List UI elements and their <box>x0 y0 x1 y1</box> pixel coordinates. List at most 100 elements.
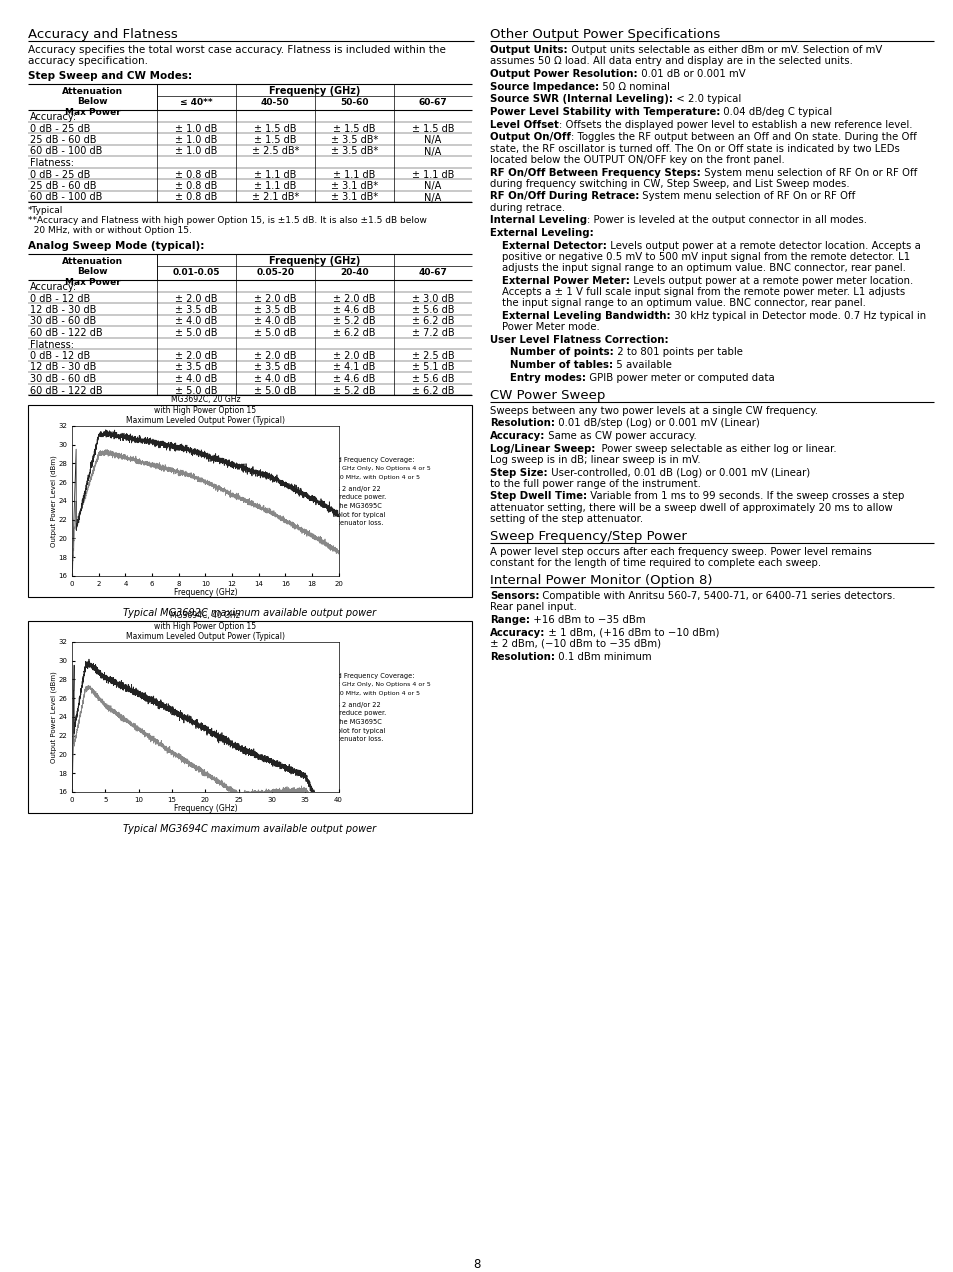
Text: further reduce power.: further reduce power. <box>314 495 386 500</box>
Text: attenuator setting, there will be a sweep dwell of approximately 20 ms to allow: attenuator setting, there will be a swee… <box>490 502 892 513</box>
Text: 0.04 dB/deg C typical: 0.04 dB/deg C typical <box>720 107 832 117</box>
Text: ± 3.5 dB*: ± 3.5 dB* <box>331 135 377 145</box>
Text: ± 5.6 dB: ± 5.6 dB <box>412 305 454 315</box>
Text: Output On/Off: Output On/Off <box>490 132 570 142</box>
Text: ± 6.2 dB: ± 6.2 dB <box>333 328 375 338</box>
Text: 2 to 801 points per table: 2 to 801 points per table <box>613 347 741 357</box>
Text: Resolution:: Resolution: <box>490 418 555 429</box>
Text: ± 5.0 dB: ± 5.0 dB <box>174 328 217 338</box>
Text: Frequency (GHz): Frequency (GHz) <box>269 256 359 266</box>
Text: +16 dBm to −35 dBm: +16 dBm to −35 dBm <box>530 614 645 625</box>
Text: 0 dB - 12 dB: 0 dB - 12 dB <box>30 351 91 361</box>
Text: User Level Flatness Correction:: User Level Flatness Correction: <box>490 335 668 345</box>
Text: Frequency (GHz): Frequency (GHz) <box>269 86 359 95</box>
Bar <box>28 404 472 597</box>
Text: ± 1.5 dB: ± 1.5 dB <box>253 135 296 145</box>
Text: < 2.0 typical: < 2.0 typical <box>672 94 740 104</box>
Text: 0.01 dB/step (Log) or 0.001 mV (Linear): 0.01 dB/step (Log) or 0.001 mV (Linear) <box>555 418 760 429</box>
Text: 40-50: 40-50 <box>261 98 290 107</box>
Text: ± 0.8 dB: ± 0.8 dB <box>175 192 217 202</box>
Text: ± 5.6 dB: ± 5.6 dB <box>412 374 454 384</box>
Text: ± 5.0 dB: ± 5.0 dB <box>253 328 296 338</box>
Text: ± 4.1 dB: ± 4.1 dB <box>333 363 375 373</box>
Text: Accepts a ± 1 V full scale input signal from the remote power meter. L1 adjusts: Accepts a ± 1 V full scale input signal … <box>501 287 904 296</box>
Text: Accuracy:: Accuracy: <box>30 112 77 122</box>
Text: Internal Leveling: Internal Leveling <box>490 215 586 225</box>
Text: Source SWR (Internal Leveling):: Source SWR (Internal Leveling): <box>490 94 672 104</box>
Text: setting of the step attenuator.: setting of the step attenuator. <box>490 514 642 524</box>
Text: : Power is leveled at the output connector in all modes.: : Power is leveled at the output connect… <box>586 215 866 225</box>
Text: External Leveling Bandwidth:: External Leveling Bandwidth: <box>501 310 670 321</box>
Text: to the full power range of the instrument.: to the full power range of the instrumen… <box>490 478 700 488</box>
Text: 60-67: 60-67 <box>418 98 447 107</box>
Text: ± 5.0 dB: ± 5.0 dB <box>174 385 217 396</box>
Text: *Typical: *Typical <box>28 206 63 215</box>
Text: 40-67: 40-67 <box>418 268 447 277</box>
Text: 20 MHz, with or without Option 15.: 20 MHz, with or without Option 15. <box>28 226 192 235</box>
Text: Other Output Power Specifications: Other Output Power Specifications <box>490 28 720 41</box>
Text: ± 4.0 dB: ± 4.0 dB <box>175 374 217 384</box>
Text: further reduce power.: further reduce power. <box>314 711 386 716</box>
Text: ± 1.0 dB: ± 1.0 dB <box>175 135 217 145</box>
Text: Options 2 and/or 22: Options 2 and/or 22 <box>314 486 381 492</box>
Text: 30 dB - 60 dB: 30 dB - 60 dB <box>30 374 96 384</box>
Text: Rear panel input.: Rear panel input. <box>490 602 577 612</box>
Text: Sensors:: Sensors: <box>490 591 539 600</box>
Text: Typical MG3692C maximum available output power: Typical MG3692C maximum available output… <box>123 608 376 618</box>
Text: 50 Ω nominal: 50 Ω nominal <box>598 81 669 92</box>
Text: during frequency switching in CW, Step Sweep, and List Sweep modes.: during frequency switching in CW, Step S… <box>490 178 849 188</box>
Text: ± 7.2 dB: ± 7.2 dB <box>411 328 454 338</box>
Text: Flatness:: Flatness: <box>30 158 74 168</box>
Text: 0 dB - 25 dB: 0 dB - 25 dB <box>30 123 91 134</box>
Text: 10 MHz, with Option 4 or 5: 10 MHz, with Option 4 or 5 <box>336 691 420 696</box>
Text: ± 6.2 dB: ± 6.2 dB <box>412 317 454 327</box>
Text: ± 3.1 dB*: ± 3.1 dB* <box>331 192 377 202</box>
Text: ± 2.1 dB*: ± 2.1 dB* <box>252 192 298 202</box>
Text: power plot for typical: power plot for typical <box>314 511 385 518</box>
Text: ± 4.0 dB: ± 4.0 dB <box>175 317 217 327</box>
Text: 0.05-20: 0.05-20 <box>256 268 294 277</box>
Text: Accuracy:: Accuracy: <box>490 627 545 637</box>
Text: ± 2 dBm, (−10 dBm to −35 dBm): ± 2 dBm, (−10 dBm to −35 dBm) <box>490 639 660 649</box>
Text: System menu selection of RF On or RF Off: System menu selection of RF On or RF Off <box>639 191 855 201</box>
Text: Resolution:: Resolution: <box>490 651 555 661</box>
Text: Attenuation
Below
Max Power: Attenuation Below Max Power <box>62 257 123 286</box>
Text: Compatible with Anritsu 560-7, 5400-71, or 6400-71 series detectors.: Compatible with Anritsu 560-7, 5400-71, … <box>539 591 895 600</box>
Text: RF On/Off During Retrace:: RF On/Off During Retrace: <box>490 191 639 201</box>
Text: ± 1.5 dB: ± 1.5 dB <box>253 123 296 134</box>
Text: Power Meter mode.: Power Meter mode. <box>501 322 599 332</box>
Text: : Toggles the RF output between an Off and On state. During the Off: : Toggles the RF output between an Off a… <box>570 132 916 142</box>
Text: Typical MG3694C maximum available output power: Typical MG3694C maximum available output… <box>123 824 376 834</box>
Text: Step Sweep and CW Modes:: Step Sweep and CW Modes: <box>28 71 192 81</box>
Text: Accuracy:: Accuracy: <box>30 282 77 293</box>
Text: Output units selectable as either dBm or mV. Selection of mV: Output units selectable as either dBm or… <box>567 45 881 55</box>
Text: ± 3.0 dB: ± 3.0 dB <box>412 294 454 304</box>
Text: External Power Meter:: External Power Meter: <box>501 276 629 286</box>
Title: MG3692C, 20 GHz
with High Power Option 15
Maximum Leveled Output Power (Typical): MG3692C, 20 GHz with High Power Option 1… <box>126 396 285 425</box>
Text: 30 dB - 60 dB: 30 dB - 60 dB <box>30 317 96 327</box>
Text: ± 0.8 dB: ± 0.8 dB <box>175 169 217 179</box>
Text: ± 1.1 dB: ± 1.1 dB <box>333 169 375 179</box>
Text: ± 3.1 dB*: ± 3.1 dB* <box>331 181 377 191</box>
Text: during retrace.: during retrace. <box>490 202 564 212</box>
Text: ± 6.2 dB: ± 6.2 dB <box>412 385 454 396</box>
Text: Number of tables:: Number of tables: <box>510 360 613 370</box>
Text: 0.01 dB or 0.001 mV: 0.01 dB or 0.001 mV <box>637 69 744 79</box>
Text: RF On/Off Between Frequency Steps:: RF On/Off Between Frequency Steps: <box>490 168 700 178</box>
Text: ± 1.1 dB: ± 1.1 dB <box>412 169 454 179</box>
Text: 60 dB - 122 dB: 60 dB - 122 dB <box>30 328 103 338</box>
Text: Same as CW power accuracy.: Same as CW power accuracy. <box>545 431 697 441</box>
Text: Flatness:: Flatness: <box>30 340 74 350</box>
Text: Internal Power Monitor (Option 8): Internal Power Monitor (Option 8) <box>490 574 712 586</box>
Text: CW Power Sweep: CW Power Sweep <box>490 389 605 402</box>
Text: 30 kHz typical in Detector mode. 0.7 Hz typical in: 30 kHz typical in Detector mode. 0.7 Hz … <box>670 310 924 321</box>
Text: ± 1.1 dB: ± 1.1 dB <box>253 181 296 191</box>
Text: ± 3.5 dB: ± 3.5 dB <box>174 363 217 373</box>
Text: Power sweep selectable as either log or linear.: Power sweep selectable as either log or … <box>595 444 836 454</box>
Text: 2 GHz Only, No Options 4 or 5: 2 GHz Only, No Options 4 or 5 <box>336 682 431 687</box>
Text: the input signal range to an optimum value. BNC connector, rear panel.: the input signal range to an optimum val… <box>501 298 865 308</box>
Text: ± 2.5 dB: ± 2.5 dB <box>411 351 454 361</box>
Text: 12 dB - 30 dB: 12 dB - 30 dB <box>30 305 96 315</box>
Text: ± 5.0 dB: ± 5.0 dB <box>253 385 296 396</box>
Text: 60 dB - 122 dB: 60 dB - 122 dB <box>30 385 103 396</box>
